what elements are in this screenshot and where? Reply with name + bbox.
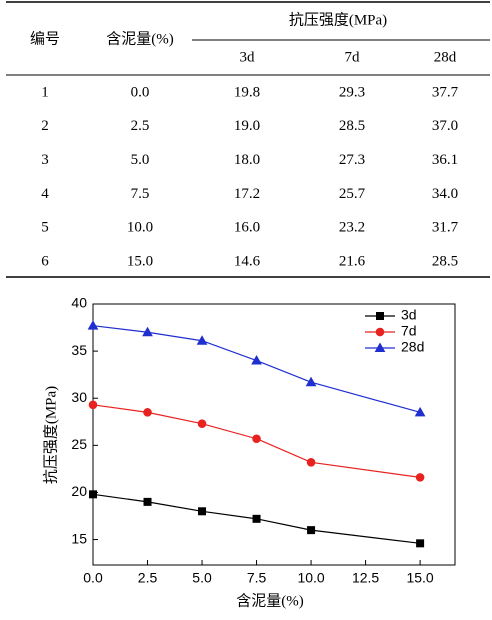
legend-label: 28d: [401, 339, 424, 355]
data-point: [415, 473, 425, 482]
table-cell: 1: [41, 84, 49, 100]
table-cell: 18.0: [234, 152, 260, 168]
table-cell: 37.0: [432, 118, 458, 134]
legend-label: 3d: [401, 307, 417, 323]
header-cell: 编号: [30, 30, 60, 47]
y-axis-label: 抗压强度(MPa): [42, 386, 59, 484]
y-tick-label: 40: [71, 295, 87, 311]
data-point: [252, 434, 261, 444]
data-point: [252, 514, 261, 523]
x-tick-label: 0.0: [83, 570, 103, 586]
data-point: [88, 400, 98, 410]
table-cell: 23.2: [339, 220, 365, 236]
table-cell: 10.0: [127, 220, 153, 236]
table-cell: 25.7: [339, 186, 366, 202]
plot-frame: [92, 303, 456, 566]
x-tick-label: 15.0: [406, 570, 433, 586]
table-cell: 36.1: [432, 152, 458, 168]
data-point: [198, 507, 207, 516]
series-line: [92, 493, 421, 544]
y-tick-label: 30: [71, 389, 87, 405]
data-point: [197, 419, 207, 428]
data-point: [306, 457, 316, 467]
x-tick-label: 12.5: [352, 570, 379, 586]
table-cell: 7.5: [131, 186, 150, 202]
legend-label: 7d: [401, 323, 417, 339]
data-point: [87, 320, 99, 330]
x-tick-label: 7.5: [247, 570, 267, 586]
x-tick-label: 10.0: [297, 570, 324, 586]
table-cell: 14.6: [234, 253, 261, 269]
chart: 含泥量(%) 抗压强度(MPa) 15 20 25 30 35 40 0.0 2.5 5.0 7.…: [42, 295, 456, 609]
table-cell: 29.3: [339, 84, 365, 100]
table-cell: 17.2: [234, 186, 260, 202]
table-cell: 6: [41, 253, 49, 269]
header-cell: 抗压强度(MPa): [289, 11, 387, 28]
data-point: [305, 376, 317, 387]
table-cell: 16.0: [234, 220, 260, 236]
legend-marker: [375, 327, 385, 337]
data-point: [196, 335, 208, 345]
table-cell: 19.0: [234, 118, 260, 134]
subheader-cell: 28d: [434, 49, 457, 65]
table-cell: 2: [41, 118, 49, 134]
data-point: [143, 497, 152, 506]
data-point: [416, 539, 425, 548]
legend-marker: [376, 312, 384, 320]
subheader-cell: 3d: [240, 49, 256, 65]
y-tick-label: 35: [71, 342, 87, 358]
y-tick-label: 15: [71, 530, 87, 546]
data-point: [89, 490, 97, 499]
x-tick-label: 5.0: [192, 570, 212, 586]
x-tick-label: 2.5: [138, 570, 158, 586]
series-line: [92, 404, 421, 478]
data-point: [251, 355, 262, 365]
table: 编号 含泥量(%) 抗压强度(MPa) 3d 7d 28d 1 0.0 19.8 29…: [6, 1, 490, 278]
table-cell: 34.0: [432, 186, 458, 202]
table-cell: 21.6: [339, 253, 366, 269]
data-point: [143, 408, 152, 417]
subheader-cell: 7d: [345, 49, 361, 65]
table-cell: 15.0: [127, 253, 153, 269]
table-cell: 5: [41, 220, 49, 236]
series-line: [92, 325, 421, 413]
table-cell: 3: [41, 152, 49, 168]
table-cell: 0.0: [131, 84, 150, 100]
table-cell: 28.5: [432, 253, 458, 269]
y-tick-label: 20: [71, 483, 87, 499]
y-tick-label: 25: [71, 436, 87, 452]
x-axis-label: 含泥量(%): [236, 592, 304, 609]
table-cell: 28.5: [339, 118, 365, 134]
table-cell: 4: [41, 186, 49, 202]
table-cell: 5.0: [131, 152, 150, 168]
header-cell: 含泥量(%): [106, 30, 174, 47]
table-cell: 37.7: [432, 84, 459, 100]
table-cell: 2.5: [131, 118, 150, 134]
data-point: [142, 326, 153, 337]
table-cell: 31.7: [432, 220, 459, 236]
data-point: [414, 406, 426, 417]
table-cell: 27.3: [339, 152, 365, 168]
data-point: [307, 526, 316, 535]
legend-marker: [374, 342, 386, 352]
table-cell: 19.8: [234, 84, 260, 100]
